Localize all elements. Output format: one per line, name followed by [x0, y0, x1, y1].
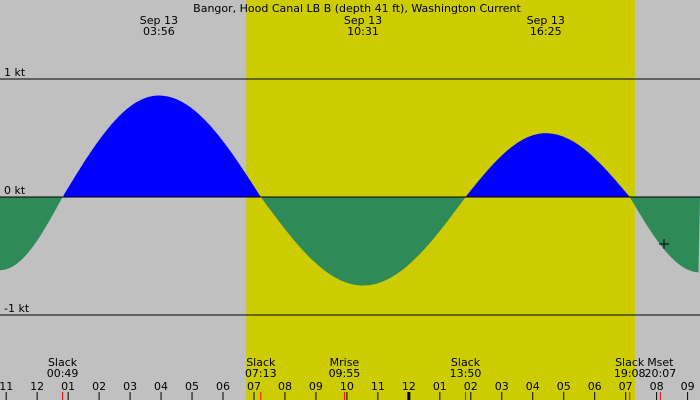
- event-time-label: 20:07: [645, 367, 677, 380]
- peak-time-label: 10:31: [347, 25, 379, 38]
- x-tick-label: 01: [61, 380, 75, 393]
- chart-title: Bangor, Hood Canal LB B (depth 41 ft), W…: [193, 2, 521, 15]
- event-time-label: 13:50: [450, 367, 482, 380]
- y-tick-label: 1 kt: [4, 66, 26, 79]
- ebb-area: [630, 197, 700, 273]
- x-tick-label: 08: [278, 380, 292, 393]
- ebb-area: [0, 197, 64, 271]
- x-tick-label: 03: [123, 380, 137, 393]
- x-tick-label: 05: [185, 380, 199, 393]
- x-tick-label: 09: [681, 380, 695, 393]
- crosshair-icon: [659, 239, 669, 249]
- event-name-label: Slack: [48, 356, 78, 369]
- event-time-label: 19:08: [614, 367, 646, 380]
- event-name-label: Mset: [647, 356, 674, 369]
- peak-date-label: Sep 13: [344, 14, 382, 27]
- x-tick-label: 11: [0, 380, 13, 393]
- x-tick-label: 07: [619, 380, 633, 393]
- flood-area: [63, 95, 262, 197]
- peak-time-label: 03:56: [143, 25, 175, 38]
- peak-date-label: Sep 13: [527, 14, 565, 27]
- x-tick-label: 03: [495, 380, 509, 393]
- x-tick-label: 12: [402, 380, 416, 393]
- x-tick-label: 09: [309, 380, 323, 393]
- x-tick-label: 04: [154, 380, 168, 393]
- x-tick-label: 04: [526, 380, 540, 393]
- peak-date-label: Sep 13: [140, 14, 178, 27]
- peak-time-label: 16:25: [530, 25, 562, 38]
- event-time-label: 07:13: [245, 367, 277, 380]
- x-tick-label: 10: [340, 380, 354, 393]
- event-labels: Slack00:49Slack07:13Mrise09:55Slack13:50…: [47, 356, 676, 400]
- event-time-label: 09:55: [329, 367, 361, 380]
- x-tick-label: 05: [557, 380, 571, 393]
- x-tick-label: 08: [650, 380, 664, 393]
- x-tick-label: 06: [588, 380, 602, 393]
- y-tick-label: 0 kt: [4, 184, 26, 197]
- gridlines: 1 kt 0 kt -1 kt: [0, 66, 700, 316]
- event-time-label: 00:49: [47, 367, 79, 380]
- x-tick-label: 12: [30, 380, 44, 393]
- x-tick-label: 02: [92, 380, 106, 393]
- ebb-area: [261, 197, 467, 286]
- x-tick-label: 02: [464, 380, 478, 393]
- event-name-label: Slack: [615, 356, 645, 369]
- y-tick-label: -1 kt: [4, 302, 30, 315]
- event-name-label: Slack: [451, 356, 481, 369]
- x-tick-label: 11: [371, 380, 385, 393]
- event-name-label: Mrise: [330, 356, 360, 369]
- current-curve: [0, 95, 700, 286]
- flood-area: [466, 133, 631, 197]
- x-tick-label: 01: [433, 380, 447, 393]
- x-tick-label: 06: [216, 380, 230, 393]
- x-axis: 11 12 01 02 03 04 05 06 07 08 09 10 11 12 01 02 03 04 05 06…: [0, 380, 695, 400]
- x-tick-label: 07: [247, 380, 261, 393]
- event-name-label: Slack: [246, 356, 276, 369]
